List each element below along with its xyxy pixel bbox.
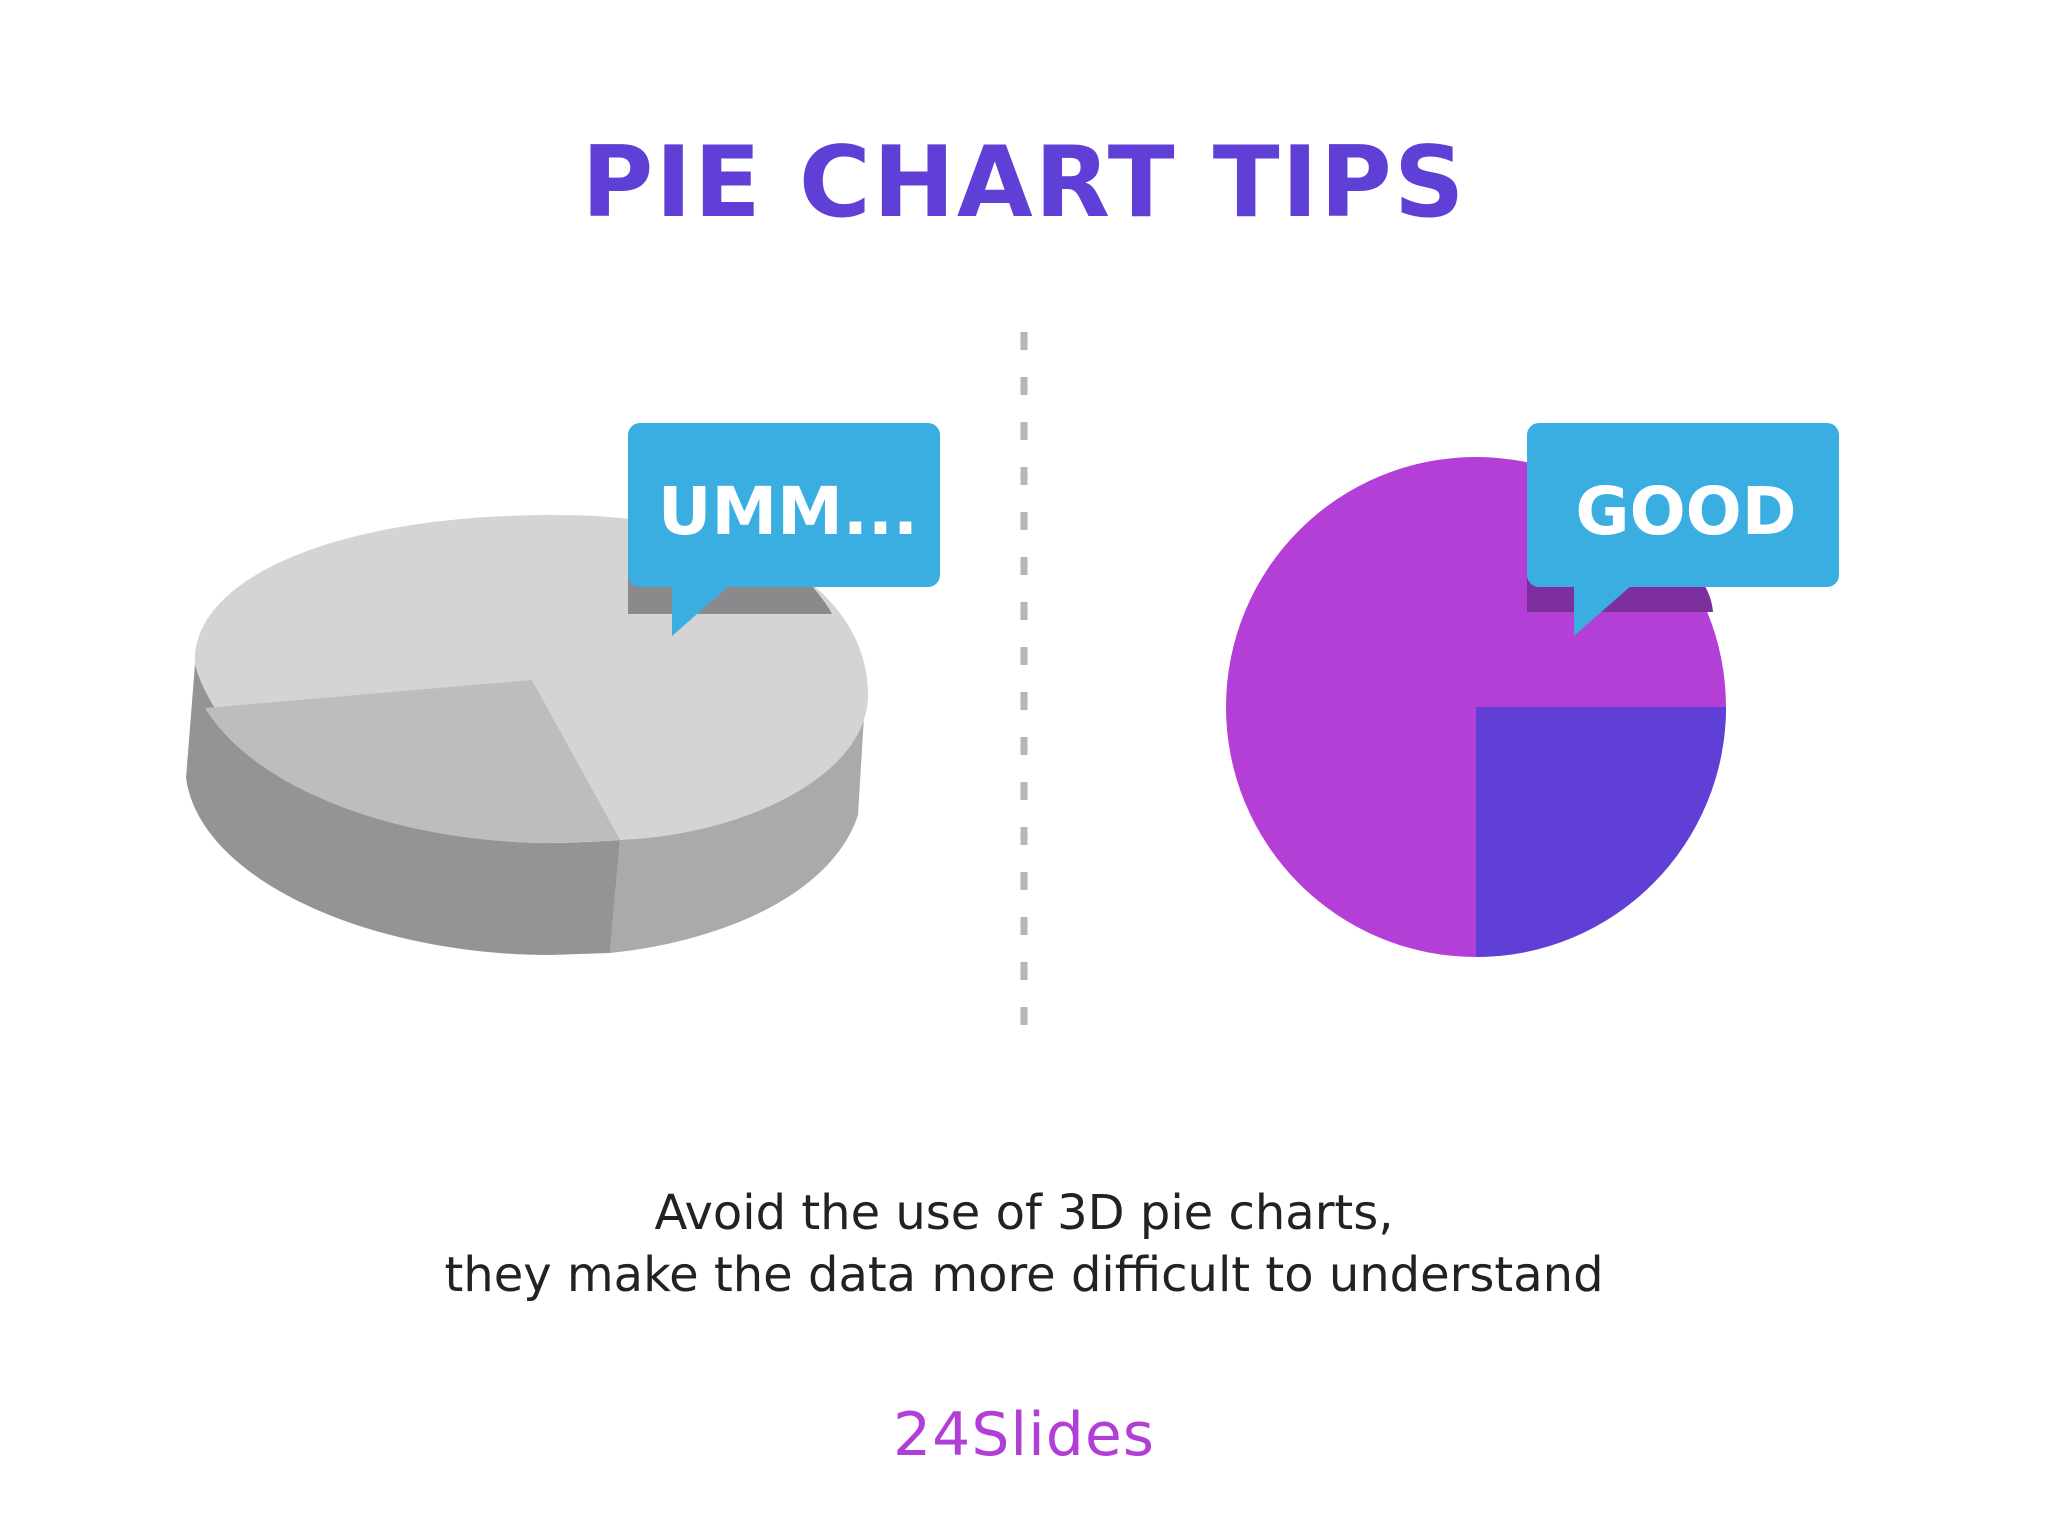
callout-bubble-bad: UMM... [628,423,940,636]
pie-flat-minor-slice [1476,707,1726,957]
caption-line-2: they make the data more difficult to und… [444,1247,1604,1303]
comparison-illustration: UMM... GOOD [186,332,1839,1050]
page-title: PIE CHART TIPS [581,126,1467,240]
pie-3d-side-small [610,700,865,953]
callout-good-label: GOOD [1575,473,1796,550]
caption-line-1: Avoid the use of 3D pie charts, [654,1185,1394,1241]
pie-3d-side-large [186,664,620,955]
pie-3d-top-small [205,680,620,843]
callout-bad-label: UMM... [658,473,918,550]
brand-logo: 24Slides [892,1400,1156,1470]
callout-bubble-good: GOOD [1527,423,1839,636]
caption: Avoid the use of 3D pie charts, they mak… [0,1182,2048,1306]
